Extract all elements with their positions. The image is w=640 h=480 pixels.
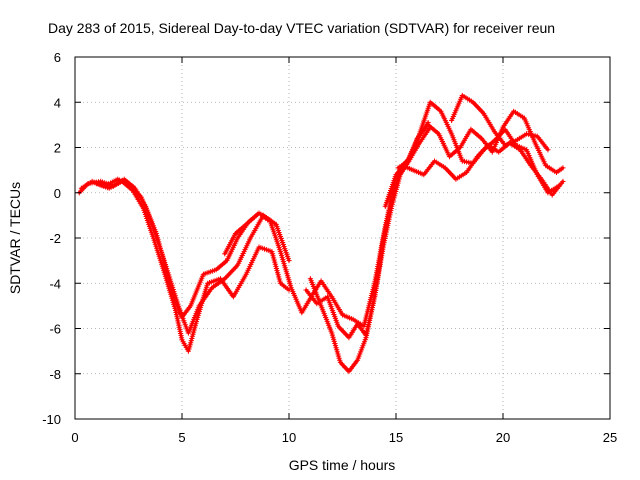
y-tick-label: -10 [42, 412, 61, 427]
y-tick-label: -4 [49, 276, 61, 291]
series-satellite-track-9 [399, 140, 566, 198]
y-tick-label: 6 [54, 50, 61, 65]
x-axis-title: GPS time / hours [289, 457, 396, 473]
tick-marks [74, 56, 611, 420]
x-tick-label: 5 [178, 430, 185, 445]
series-satellite-track-3 [93, 178, 292, 354]
series-track-line [396, 100, 560, 195]
x-tick-label: 10 [282, 430, 296, 445]
series-satellite-track-10 [449, 92, 551, 153]
series-satellite-track-6 [307, 124, 433, 375]
x-tick-labels: 0 5 10 15 20 25 [71, 430, 617, 445]
x-tick-label: 20 [496, 430, 510, 445]
plus-markers [93, 178, 292, 354]
plus-markers [399, 140, 566, 198]
y-tick-label: 4 [54, 95, 61, 110]
y-tick-label: 2 [54, 141, 61, 156]
y-tick-label: 0 [54, 186, 61, 201]
series-satellite-track-2 [78, 176, 292, 336]
series-track-line [309, 125, 432, 373]
x-tick-label: 15 [389, 430, 403, 445]
plus-markers [307, 124, 433, 375]
y-tick-label: -6 [49, 322, 61, 337]
series-layer [76, 92, 566, 375]
y-axis-title: SDTVAR / TECUs [7, 182, 23, 294]
chart-title: Day 283 of 2015, Sidereal Day-to-day VTE… [48, 20, 555, 36]
x-tick-label: 0 [71, 430, 78, 445]
y-tick-label: -2 [49, 231, 61, 246]
plus-markers [449, 92, 551, 153]
y-tick-label: -8 [49, 367, 61, 382]
x-tick-label: 25 [603, 430, 617, 445]
grid [75, 57, 610, 419]
y-tick-labels: -10 -8 -6 -4 -2 0 2 4 6 [42, 50, 61, 427]
